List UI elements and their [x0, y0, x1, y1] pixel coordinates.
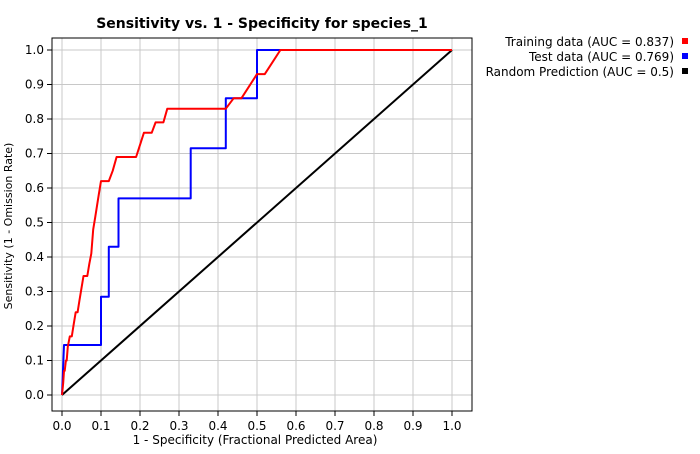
legend-random-prediction-swatch — [682, 68, 688, 74]
y-tick-label: 0.2 — [25, 319, 44, 333]
plot-frame — [51, 37, 473, 412]
x-tick-label: 0.3 — [169, 419, 188, 433]
y-axis-label: Sensitivity (1 - Omission Rate) — [2, 143, 15, 310]
legend-test-data-label: Test data (AUC = 0.769) — [528, 50, 674, 64]
x-tick-label: 0.1 — [91, 419, 110, 433]
series-layer — [61, 49, 453, 396]
legend: Training data (AUC = 0.837)Test data (AU… — [486, 35, 688, 79]
legend-training-data-swatch — [682, 38, 688, 44]
legend-random-prediction-label: Random Prediction (AUC = 0.5) — [486, 65, 674, 79]
training-data-line — [61, 49, 452, 396]
x-tick-label: 0.4 — [208, 419, 227, 433]
y-tick-label: 1.0 — [25, 43, 44, 57]
legend-training-data-label: Training data (AUC = 0.837) — [504, 35, 674, 49]
x-tick-label: 1.0 — [442, 419, 461, 433]
y-tick-label: 0.3 — [25, 285, 44, 299]
y-tick-label: 0.6 — [25, 181, 44, 195]
y-tick-label: 0.0 — [25, 388, 44, 402]
y-tick-label: 0.5 — [25, 216, 44, 230]
x-tick-label: 0.9 — [403, 419, 422, 433]
x-tick-label: 0.8 — [364, 419, 383, 433]
x-tick-label: 0.6 — [286, 419, 305, 433]
x-tick-label: 0.7 — [325, 419, 344, 433]
x-axis-label: 1 - Specificity (Fractional Predicted Ar… — [133, 433, 378, 447]
tick-layer: 0.0 0.1 0.2 0.3 0.4 0.5 0.6 0.7 0.8 0.9 1.0 0.0 0.1 0… — [25, 43, 462, 433]
chart-title: Sensitivity vs. 1 - Specificity for spec… — [96, 16, 428, 32]
legend-test-data-swatch — [682, 53, 688, 59]
grid-layer — [52, 38, 472, 411]
y-tick-label: 0.1 — [25, 354, 44, 368]
y-tick-label: 0.9 — [25, 78, 44, 92]
y-tick-label: 0.4 — [25, 250, 44, 264]
y-tick-label: 0.8 — [25, 112, 44, 126]
x-tick-label: 0.5 — [247, 419, 266, 433]
x-tick-label: 0.0 — [52, 419, 71, 433]
random-prediction-line — [61, 49, 453, 396]
x-tick-label: 0.2 — [130, 419, 149, 433]
y-tick-label: 0.7 — [25, 147, 44, 161]
